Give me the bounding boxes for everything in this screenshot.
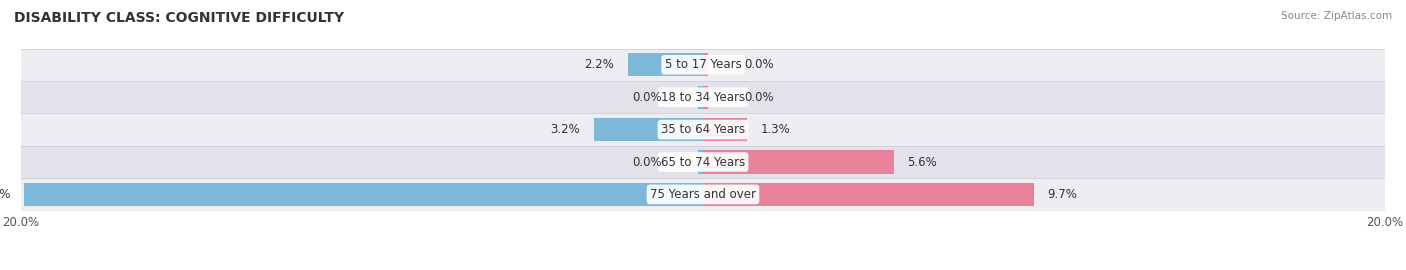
Text: Source: ZipAtlas.com: Source: ZipAtlas.com	[1281, 11, 1392, 21]
Text: 19.9%: 19.9%	[0, 188, 11, 201]
Bar	[703, 53, 709, 76]
Text: 0.0%: 0.0%	[633, 156, 662, 168]
Text: 2.2%: 2.2%	[585, 58, 614, 71]
Bar	[697, 86, 703, 109]
Bar	[703, 86, 709, 109]
Text: 0.0%: 0.0%	[744, 91, 773, 104]
Text: 1.3%: 1.3%	[761, 123, 790, 136]
Text: 0.0%: 0.0%	[633, 91, 662, 104]
Text: 5.6%: 5.6%	[908, 156, 938, 168]
Bar	[21, 81, 1385, 113]
Bar	[21, 49, 1385, 81]
Bar	[21, 113, 1385, 146]
Bar	[21, 178, 1385, 211]
Bar	[593, 118, 703, 141]
Bar	[703, 183, 1033, 206]
Bar	[24, 183, 703, 206]
Bar	[21, 146, 1385, 178]
Text: 9.7%: 9.7%	[1047, 188, 1077, 201]
Text: 5 to 17 Years: 5 to 17 Years	[665, 58, 741, 71]
Bar	[628, 53, 703, 76]
Bar	[703, 150, 894, 174]
Bar	[697, 150, 703, 174]
Text: 0.0%: 0.0%	[744, 58, 773, 71]
Text: 3.2%: 3.2%	[551, 123, 581, 136]
Legend: Male, Female: Male, Female	[641, 266, 765, 270]
Text: DISABILITY CLASS: COGNITIVE DIFFICULTY: DISABILITY CLASS: COGNITIVE DIFFICULTY	[14, 11, 344, 25]
Text: 75 Years and over: 75 Years and over	[650, 188, 756, 201]
Text: 18 to 34 Years: 18 to 34 Years	[661, 91, 745, 104]
Text: 65 to 74 Years: 65 to 74 Years	[661, 156, 745, 168]
Text: 35 to 64 Years: 35 to 64 Years	[661, 123, 745, 136]
Bar	[703, 118, 748, 141]
